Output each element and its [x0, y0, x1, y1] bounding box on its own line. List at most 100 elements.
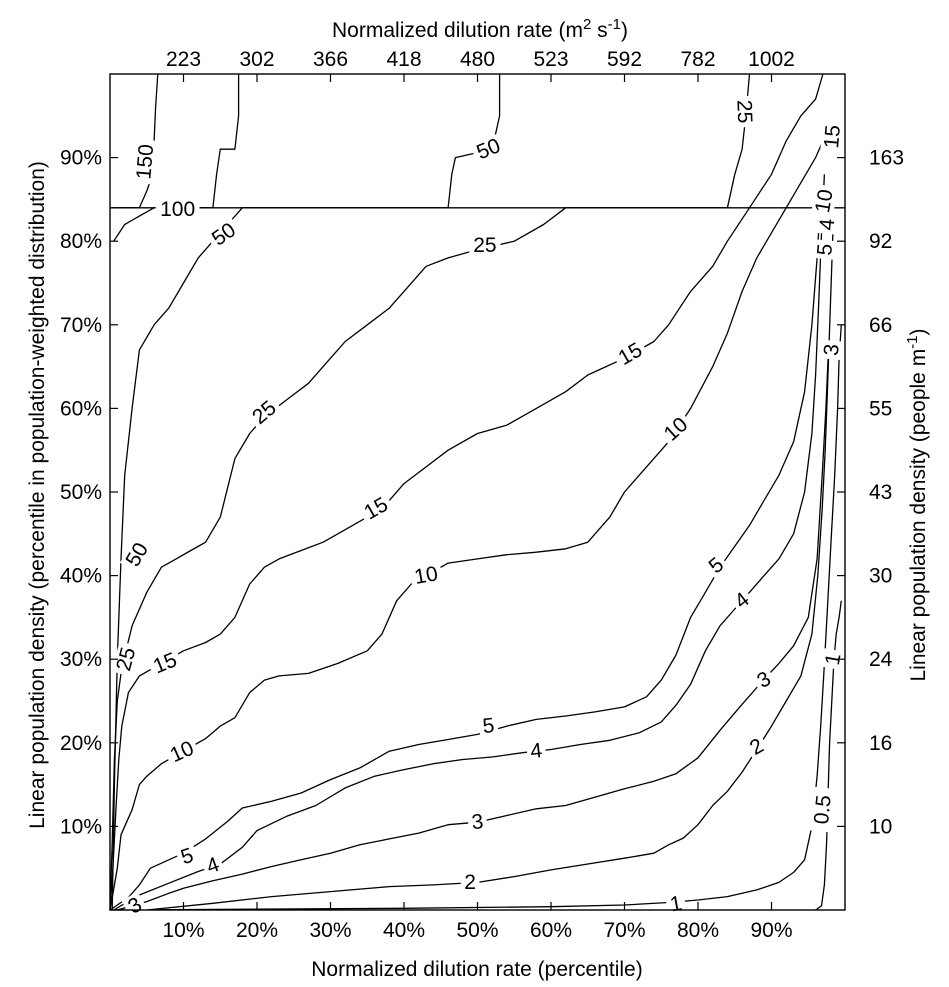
right-y-tick-label: 66 — [869, 314, 892, 337]
contour-label-10: 10 — [811, 188, 838, 215]
x-axis-title: Normalized dilution rate (percentile) — [311, 958, 642, 981]
right-y-tick-label: 30 — [869, 565, 892, 588]
right-y-tick-label: 55 — [869, 397, 892, 420]
top-axis-tick-labels: 223 302 366 418 480 523 592 782 1002 — [166, 48, 795, 71]
plot-frame — [109, 73, 846, 911]
y-tick-label: 90% — [60, 147, 102, 170]
plot-area: 0.51122333344445555101010101515151525252… — [109, 73, 846, 920]
contour-label-bg — [163, 735, 201, 769]
contour-line-15 — [109, 73, 824, 911]
contour-label-bg — [810, 183, 838, 219]
x-tick-label: 90% — [750, 919, 792, 942]
y-tick-label: 40% — [60, 565, 102, 588]
top-x-tick-label: 366 — [313, 48, 348, 71]
contour-label-bg — [200, 852, 226, 880]
contour-label-5: 5 — [481, 714, 495, 738]
top-x-tick-label: 782 — [680, 48, 715, 71]
y-tick-label: 60% — [60, 397, 102, 420]
contour-label-0.5: 0.5 — [810, 794, 836, 825]
y-tick-label: 70% — [60, 314, 102, 337]
contour-label-1: 1 — [821, 651, 846, 667]
contour-label-3: 3 — [820, 343, 844, 357]
contour-line-4 — [113, 174, 826, 911]
contour-label-bg — [111, 641, 141, 678]
x-tick-label: 10% — [162, 919, 204, 942]
x-tick-label: 20% — [236, 919, 278, 942]
contour-label-bg — [174, 843, 200, 870]
contour-label-bg — [132, 139, 159, 185]
contour-label-bg — [357, 491, 396, 527]
top-x-tick-label: 1002 — [748, 48, 795, 71]
right-axis-tick-labels: 10 16 24 30 43 55 66 92 163 — [869, 147, 904, 839]
contour-lines — [109, 73, 845, 911]
contour-label-bg — [121, 891, 149, 920]
contour-label-bg — [146, 647, 184, 680]
contour-label-10: 10 — [660, 413, 693, 446]
contour-label-100: 100 — [160, 198, 195, 221]
contour-label-bg — [408, 562, 444, 590]
contour-label-4: 4 — [815, 217, 839, 231]
top-x-tick-label: 223 — [166, 48, 201, 71]
contour-label-25: 25 — [732, 100, 756, 124]
y-tick-label: 20% — [60, 732, 102, 755]
contour-label-bg — [611, 336, 650, 372]
contour-label-bg — [727, 586, 757, 616]
top-x-tick-label: 523 — [533, 48, 568, 71]
right-y-tick-label: 16 — [869, 732, 892, 755]
contour-label-bg — [467, 810, 488, 835]
x-tick-label: 60% — [530, 919, 572, 942]
contour-label-15: 15 — [820, 124, 845, 149]
contour-label-bg — [750, 665, 778, 695]
contour-label-bg — [702, 551, 731, 581]
contour-line-25 — [109, 73, 751, 911]
contour-line-2 — [146, 224, 834, 911]
contour-line-5 — [109, 207, 821, 911]
top-x-tick-label: 418 — [386, 48, 421, 71]
right-y-tick-label: 163 — [869, 147, 904, 170]
x-tick-label: 70% — [603, 919, 645, 942]
y-axis-title: Linear population density (percentile in… — [26, 161, 49, 829]
y-tick-label: 50% — [60, 481, 102, 504]
y-tick-label: 30% — [60, 648, 102, 671]
contour-label-5: 5 — [813, 243, 837, 257]
contour-label-bg — [155, 198, 200, 221]
contour-line-0.5 — [815, 600, 842, 911]
y-tick-label: 80% — [60, 230, 102, 253]
contour-label-25: 25 — [473, 234, 496, 257]
contour-label-25: 25 — [248, 396, 281, 429]
contour-label-bg — [732, 95, 756, 128]
contour-line-10 — [109, 132, 828, 911]
top-x-tick-label: 302 — [239, 48, 274, 71]
top-x-tick-label: 592 — [607, 48, 642, 71]
right-y-axis-title: Linear population density (people m-1) — [904, 328, 931, 681]
y-tick-label: 10% — [60, 815, 102, 838]
x-tick-label: 50% — [456, 919, 498, 942]
x-tick-label: 40% — [383, 919, 425, 942]
contour-label-bg — [820, 648, 846, 671]
right-y-tick-label: 43 — [869, 481, 892, 504]
contour-label-bg — [245, 394, 284, 432]
right-y-tick-label: 24 — [869, 648, 893, 671]
contour-label-bg — [743, 732, 771, 762]
contour-label-bg — [204, 216, 243, 253]
contour-label-50: 50 — [208, 218, 240, 250]
contour-label-bg — [525, 739, 547, 764]
x-tick-label: 80% — [677, 919, 719, 942]
contour-label-bg — [478, 714, 499, 739]
contour-label-bg — [460, 871, 480, 894]
contour-label-bg — [469, 133, 508, 166]
right-y-tick-label: 10 — [869, 815, 892, 838]
contour-label-bg — [469, 234, 501, 257]
contour-label-150: 150 — [132, 143, 158, 180]
right-y-tick-label: 92 — [869, 230, 892, 253]
contour-label-bg — [119, 535, 155, 574]
contour-label-bg — [820, 120, 845, 154]
contour-label-bg — [809, 786, 837, 833]
left-axis-tick-labels: 10% 20% 30% 40% 50% 60% 70% 80% 90% — [60, 147, 102, 839]
contour-label-4: 4 — [529, 739, 543, 763]
contour-label-10: 10 — [413, 562, 440, 589]
contour-label-bg — [820, 339, 844, 361]
x-tick-label: 30% — [309, 919, 351, 942]
tick-marks — [110, 74, 845, 910]
